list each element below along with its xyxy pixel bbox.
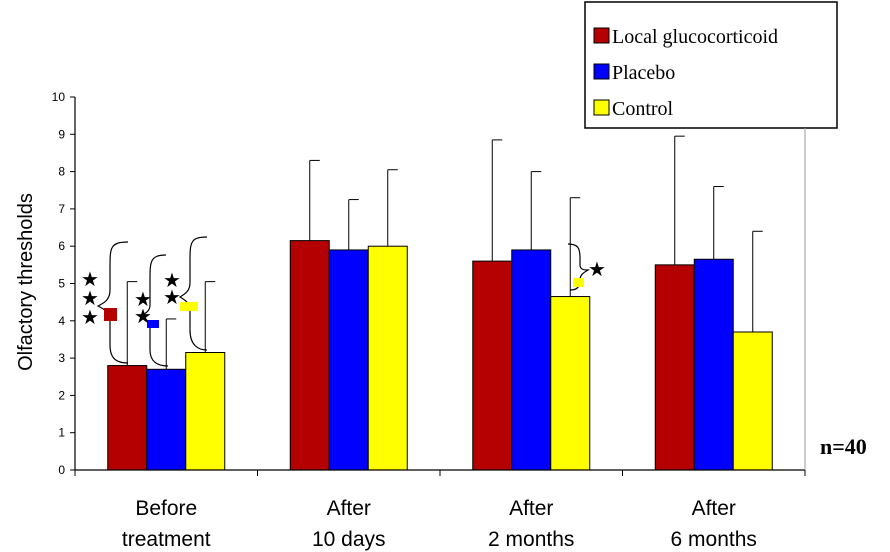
significance-bracket-local-glucocorticoid <box>96 241 129 364</box>
error-bars-layer <box>126 135 763 370</box>
bar-local-glucocorticoid-0 <box>107 365 148 471</box>
bar-local-glucocorticoid-2 <box>472 260 513 471</box>
y-tick-label-9: 9 <box>58 127 65 141</box>
y-tick-label-5: 5 <box>58 277 65 291</box>
significance-annotations: ★★★★★★★★ <box>81 236 606 367</box>
bar-control-3 <box>732 331 773 471</box>
bars-layer <box>107 240 773 471</box>
legend: Local glucocorticoid Placebo Control <box>584 1 838 129</box>
bar-control-1 <box>367 245 408 471</box>
star-7: ★ <box>163 285 181 309</box>
bar-local-glucocorticoid-3 <box>654 264 695 471</box>
x-tick-label-2-0: After <box>509 497 553 520</box>
x-tick-label-1-1: 10 days <box>312 528 386 551</box>
x-tick-label-3-0: After <box>692 497 736 520</box>
y-tick-label-8: 8 <box>58 165 65 179</box>
legend-swatch-local-glucocorticoid <box>593 27 610 44</box>
y-axis-label: Olfactory thresholds <box>15 193 37 371</box>
sample-size-label: n=40 <box>820 434 867 459</box>
y-tick-label-2: 2 <box>58 388 65 402</box>
marker-placebo <box>147 320 159 328</box>
y-tick-label-3: 3 <box>58 351 65 365</box>
star-2: ★ <box>81 286 99 310</box>
y-tick-label-10: 10 <box>52 90 66 104</box>
star-5: ★ <box>134 304 152 328</box>
x-tick-label-0-1: treatment <box>122 528 211 551</box>
x-tick-label-3-1: 6 months <box>671 528 757 551</box>
y-tick-label-4: 4 <box>58 314 65 328</box>
legend-label-control: Control <box>612 98 674 120</box>
legend-label-placebo: Placebo <box>612 62 675 84</box>
star-3: ★ <box>81 305 99 329</box>
star-6: ★ <box>163 268 181 292</box>
bar-placebo-2 <box>511 249 552 471</box>
marker-control <box>180 302 198 311</box>
x-tick-label-0-0: Before <box>135 497 197 520</box>
bar-control-0 <box>185 352 226 471</box>
y-tick-label-6: 6 <box>58 239 65 253</box>
significance-bracket-placebo <box>138 254 169 367</box>
legend-label-local-glucocorticoid: Local glucocorticoid <box>612 26 778 48</box>
bar-local-glucocorticoid-1 <box>289 240 330 471</box>
star-1: ★ <box>81 267 99 291</box>
x-tick-label-2-1: 2 months <box>488 528 574 551</box>
y-tick-label-1: 1 <box>58 426 65 440</box>
bar-placebo-3 <box>693 258 734 471</box>
marker-control-2-months <box>573 278 584 287</box>
bar-placebo-0 <box>146 368 187 471</box>
legend-box <box>584 1 838 129</box>
marker-local-glucocorticoid <box>104 308 117 321</box>
axes: 0 1 2 3 4 5 6 7 8 9 10 Before treatment After 10 days A… <box>52 90 806 551</box>
star-4: ★ <box>134 287 152 311</box>
x-tick-label-1-0: After <box>327 497 371 520</box>
y-tick-label-0: 0 <box>58 463 65 477</box>
legend-swatch-placebo <box>593 63 610 80</box>
y-tick-label-7: 7 <box>58 202 65 216</box>
star-8: ★ <box>588 257 606 281</box>
significance-bracket-control <box>178 236 208 351</box>
bar-control-2 <box>550 296 591 471</box>
legend-swatch-control <box>593 99 610 116</box>
bar-placebo-1 <box>328 249 369 471</box>
